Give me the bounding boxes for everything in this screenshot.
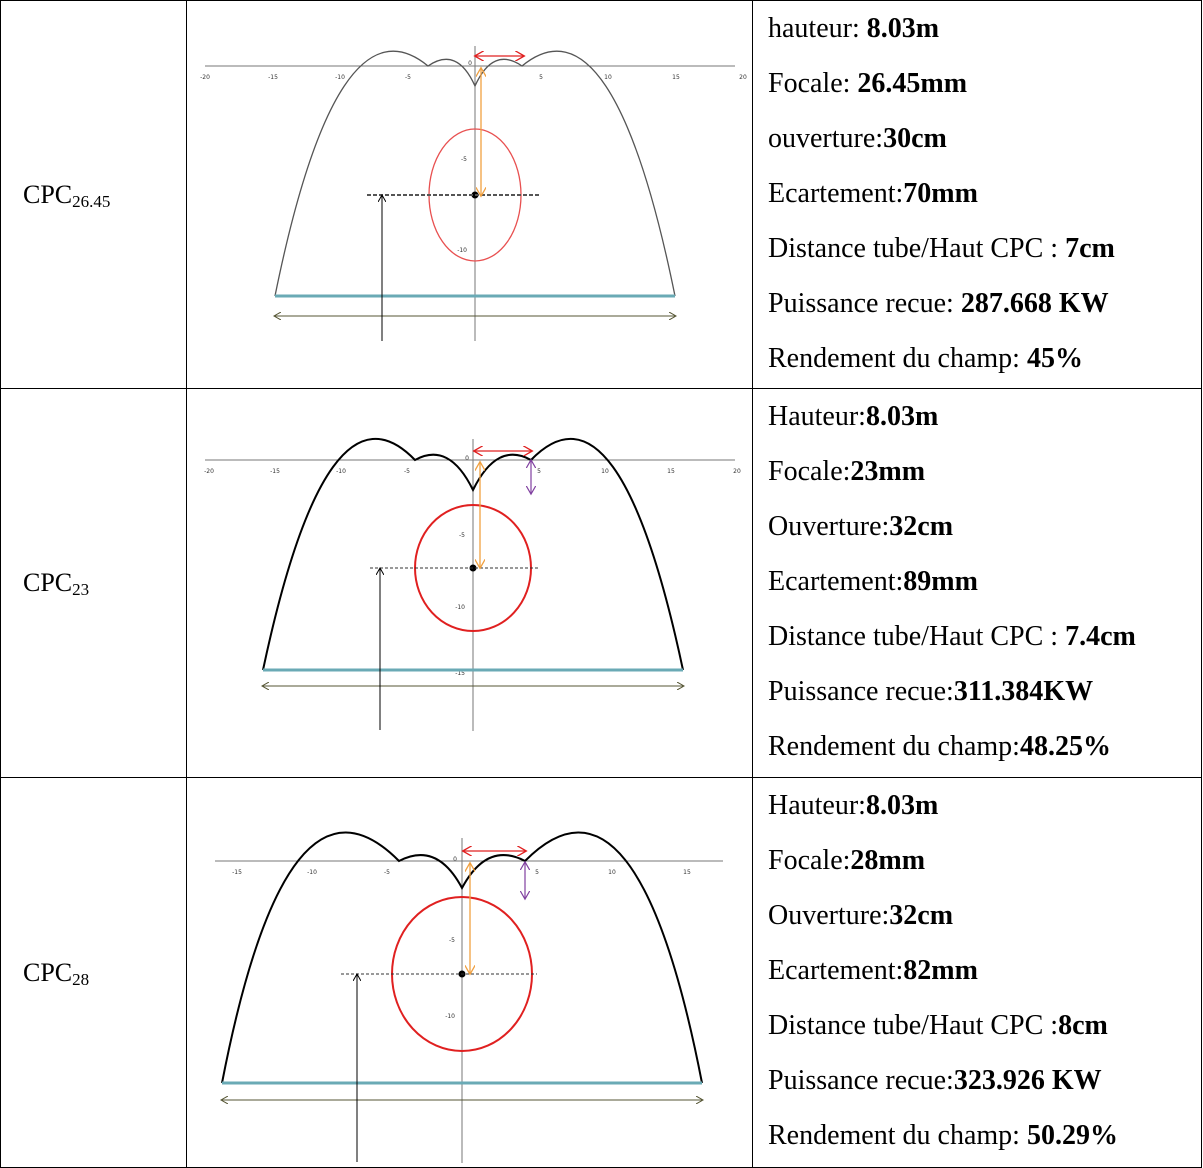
cpc-profile-diagram: -20 -15 -10 -5 0 5 10 15 20 -5 -10 xyxy=(200,46,747,341)
x-tick-labels: -20 -15 -10 -5 0 5 10 15 20 xyxy=(200,60,747,81)
info-ouverture: Ouverture:32cm xyxy=(768,900,954,931)
y-tick-label: -10 xyxy=(455,604,465,611)
info-focale: Focale:23mm xyxy=(768,456,926,487)
cpc-label: CPC28 xyxy=(23,957,90,989)
cpc-info-list: Hauteur:8.03m Focale:23mm Ouverture:32cm… xyxy=(753,389,1201,774)
info-puissance: Puissance recue:311.384KW xyxy=(768,676,1094,707)
cpc-info-list: Hauteur:8.03m Focale:28mm Ouverture:32cm… xyxy=(753,778,1201,1163)
info-hauteur: Hauteur:8.03m xyxy=(768,790,939,821)
info-distance: Distance tube/Haut CPC : 7.4cm xyxy=(768,621,1136,652)
y-tick-labels: -5 -10 xyxy=(445,937,455,1020)
info-rendement: Rendement du champ: 50.29% xyxy=(768,1120,1118,1151)
x-tick-label: 0 xyxy=(453,856,457,863)
y-tick-label: -10 xyxy=(445,1013,455,1020)
x-tick-label: -20 xyxy=(200,74,210,81)
info-ecartement: Ecartement:82mm xyxy=(768,955,978,986)
x-tick-label: 5 xyxy=(537,468,541,475)
cpc-label-cell: CPC23 xyxy=(0,388,187,778)
cpc-info-cell: Hauteur:8.03m Focale:28mm Ouverture:32cm… xyxy=(752,777,1202,1168)
x-tick-label: 15 xyxy=(672,74,680,81)
x-tick-label: -10 xyxy=(307,869,317,876)
cpc-label-cell: CPC28 xyxy=(0,777,187,1168)
y-tick-label: -15 xyxy=(455,670,465,677)
cpc-label: CPC26.45 xyxy=(23,179,111,211)
cpc-reflector-curve xyxy=(221,831,703,1084)
info-focale: Focale:28mm xyxy=(768,845,926,876)
info-ouverture: ouverture:30cm xyxy=(768,123,947,154)
cpc-info-cell: hauteur: 8.03m Focale: 26.45mm ouverture… xyxy=(752,0,1202,389)
cpc-info-list: hauteur: 8.03m Focale: 26.45mm ouverture… xyxy=(753,1,1201,386)
info-puissance: Puissance recue:323.926 KW xyxy=(768,1065,1102,1096)
cpc-info-cell: Hauteur:8.03m Focale:23mm Ouverture:32cm… xyxy=(752,388,1202,778)
x-tick-label: -15 xyxy=(270,468,280,475)
x-tick-label: -15 xyxy=(232,869,242,876)
info-rendement: Rendement du champ:48.25% xyxy=(768,731,1111,762)
cpc-label: CPC23 xyxy=(23,568,90,599)
x-tick-label: -15 xyxy=(268,74,278,81)
x-tick-label: -10 xyxy=(336,468,346,475)
x-tick-label: 15 xyxy=(683,869,691,876)
x-tick-label: -5 xyxy=(384,869,390,876)
x-tick-label: 10 xyxy=(604,74,612,81)
x-tick-label: 10 xyxy=(608,869,616,876)
info-rendement: Rendement du champ: 45% xyxy=(768,343,1083,374)
x-tick-label: 10 xyxy=(601,468,609,475)
info-focale: Focale: 26.45mm xyxy=(768,68,968,99)
x-tick-label: 5 xyxy=(535,869,539,876)
table-row: CPC26.45 -20 -15 -10 -5 0 5 10 15 20 xyxy=(0,0,1202,389)
x-tick-label: -20 xyxy=(204,468,214,475)
cpc-label-cell: CPC26.45 xyxy=(0,0,187,389)
y-tick-label: -5 xyxy=(449,937,455,944)
cpc-reflector-curve xyxy=(274,50,676,297)
info-ecartement: Ecartement:89mm xyxy=(768,566,978,597)
cpc-profile-diagram: -20 -15 -10 -5 0 5 10 15 20 -5 -10 -15 xyxy=(204,438,741,731)
info-distance: Distance tube/Haut CPC : 7cm xyxy=(768,233,1115,264)
x-tick-labels: -20 -15 -10 -5 0 5 10 15 20 xyxy=(204,455,741,475)
info-hauteur: hauteur: 8.03m xyxy=(768,13,940,44)
cpc-reflector-curve xyxy=(262,438,684,671)
cpc-figure-cell: -20 -15 -10 -5 0 5 10 15 20 -5 -10 -15 xyxy=(186,388,753,778)
info-hauteur: Hauteur:8.03m xyxy=(768,401,939,432)
x-tick-label: -10 xyxy=(335,74,345,81)
y-tick-label: -5 xyxy=(461,156,467,163)
y-tick-label: -5 xyxy=(459,532,465,539)
info-distance: Distance tube/Haut CPC :8cm xyxy=(768,1010,1108,1041)
table-row: CPC28 -15 -10 -5 0 5 10 15 -5 -10 xyxy=(0,777,1202,1168)
x-tick-label: 15 xyxy=(667,468,675,475)
y-tick-labels: -5 -10 -15 xyxy=(455,532,465,677)
info-ouverture: Ouverture:32cm xyxy=(768,511,954,542)
table-row: CPC23 -20 -15 -10 -5 0 5 10 15 20 -5 xyxy=(0,388,1202,778)
x-tick-label: 20 xyxy=(733,468,741,475)
x-tick-label: -5 xyxy=(404,468,410,475)
x-tick-label: 0 xyxy=(465,455,469,462)
y-tick-label: -10 xyxy=(457,247,467,254)
info-ecartement: Ecartement:70mm xyxy=(768,178,978,209)
cpc-profile-diagram: -15 -10 -5 0 5 10 15 -5 -10 xyxy=(215,831,723,1163)
x-tick-labels: -15 -10 -5 0 5 10 15 xyxy=(232,856,691,876)
cpc-figure-cell: -15 -10 -5 0 5 10 15 -5 -10 xyxy=(186,777,753,1168)
x-tick-label: 0 xyxy=(468,60,472,67)
y-tick-labels: -5 -10 xyxy=(457,156,467,254)
x-tick-label: 5 xyxy=(539,74,543,81)
info-puissance: Puissance recue: 287.668 KW xyxy=(768,288,1109,319)
x-tick-label: -5 xyxy=(405,74,411,81)
cpc-figure-cell: -20 -15 -10 -5 0 5 10 15 20 -5 -10 xyxy=(186,0,753,389)
x-tick-label: 20 xyxy=(739,74,747,81)
